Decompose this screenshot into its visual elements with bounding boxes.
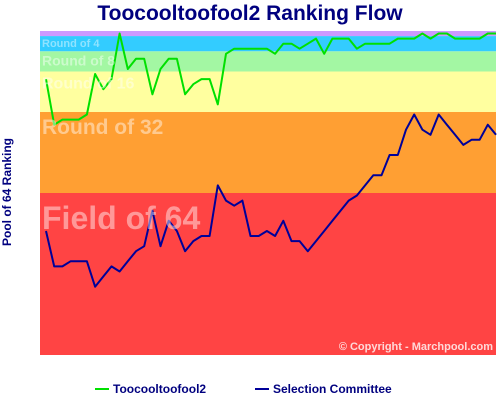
band-label-round-of-16: Round of 16 [42,76,135,93]
lines-layer [45,32,497,288]
legend-label-toocooltoofool2: Toocooltoofool2 [113,382,207,396]
bands-layer [40,31,496,355]
band-round-of-16 [40,71,496,112]
legend-item-selection-committee: Selection Committee [255,382,392,396]
band-field-of-64 [40,193,496,355]
band-label-round-of-8: Round of 8 [42,52,115,68]
legend-label-selection-committee: Selection Committee [273,382,392,396]
band-top-5 [40,31,496,37]
legend-item-toocooltoofool2: Toocooltoofool2 [95,382,206,396]
band-label-round-of-32: Round of 32 [42,116,163,139]
legend-swatch-selection-committee [255,388,269,390]
text-layer: Field of 64 Round of 32 Round of 16 Round o… [42,38,493,353]
chart-title: Toocooltoofool2 Ranking Flow [97,2,403,25]
series-line-toocooltoofool2 [45,32,496,126]
y-axis-label: Pool of 64 Ranking [0,138,14,247]
series-line-selection-committee [45,113,497,288]
band-round-of-4 [40,36,496,52]
copyright-text: © Copyright - Marchpool.com [339,341,493,353]
legend: Toocooltoofool2 Selection Committee [0,382,500,398]
legend-swatch-toocooltoofool2 [95,388,109,390]
band-label-field-of-64: Field of 64 [42,200,200,236]
band-round-of-8 [40,51,496,72]
band-label-round-of-4: Round of 4 [42,38,100,50]
